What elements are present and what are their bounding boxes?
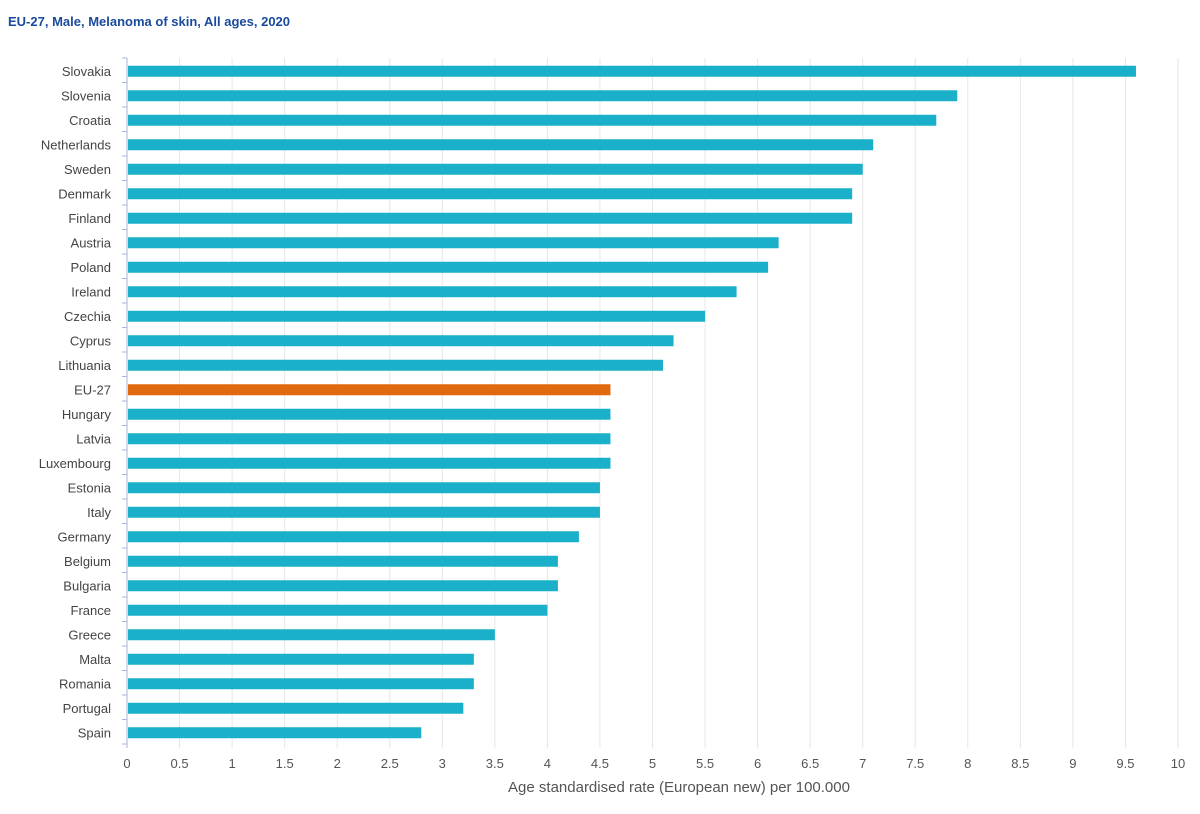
bar xyxy=(128,653,474,665)
category-label: Lithuania xyxy=(58,358,112,373)
category-label: Portugal xyxy=(63,701,112,716)
category-label: Sweden xyxy=(64,162,111,177)
x-tick-label: 4.5 xyxy=(591,756,609,771)
x-tick-label: 2.5 xyxy=(381,756,399,771)
bar xyxy=(128,90,958,102)
x-tick-label: 7 xyxy=(859,756,866,771)
x-tick-label: 2 xyxy=(334,756,341,771)
category-label: Slovakia xyxy=(62,64,112,79)
bar xyxy=(128,261,769,273)
value-axis: 0 0.5 1 1.5 2 2.5 3 3.5 4 4.5 5 5.5 6 6.5 7 7.5 8 8.5 9 9.5… xyxy=(123,756,1185,771)
x-tick-label: 5.5 xyxy=(696,756,714,771)
x-tick-label: 10 xyxy=(1171,756,1185,771)
bar xyxy=(128,506,600,518)
category-label: Belgium xyxy=(64,554,111,569)
bar xyxy=(128,408,611,420)
category-label: Germany xyxy=(58,529,112,544)
x-tick-label: 8 xyxy=(964,756,971,771)
bar xyxy=(128,629,495,641)
category-label: Latvia xyxy=(76,431,111,446)
category-label: Netherlands xyxy=(41,137,112,152)
bar xyxy=(128,555,558,567)
x-tick-label: 9.5 xyxy=(1116,756,1134,771)
x-tick-label: 4 xyxy=(544,756,551,771)
bar xyxy=(128,359,664,371)
category-label: Spain xyxy=(78,725,111,740)
bar xyxy=(128,212,853,224)
category-label: Estonia xyxy=(68,480,112,495)
category-label: Malta xyxy=(79,652,112,667)
x-tick-label: 3 xyxy=(439,756,446,771)
bars xyxy=(128,65,1136,739)
category-label: Ireland xyxy=(71,284,111,299)
category-label: France xyxy=(71,603,111,618)
x-tick-label: 9 xyxy=(1069,756,1076,771)
bar xyxy=(128,482,600,494)
category-label: EU-27 xyxy=(74,382,111,397)
bar xyxy=(128,727,422,739)
category-label: Croatia xyxy=(69,113,112,128)
x-tick-label: 1 xyxy=(228,756,235,771)
x-tick-label: 3.5 xyxy=(486,756,504,771)
bar xyxy=(128,604,548,616)
x-tick-label: 0 xyxy=(123,756,130,771)
x-tick-label: 0.5 xyxy=(171,756,189,771)
category-axis: Slovakia Slovenia Croatia Netherlands Sweden… xyxy=(39,57,128,748)
x-tick-label: 7.5 xyxy=(906,756,924,771)
category-label: Czechia xyxy=(64,309,112,324)
bar xyxy=(128,678,474,690)
category-label: Bulgaria xyxy=(63,578,111,593)
category-label: Austria xyxy=(71,235,112,250)
bar xyxy=(128,139,874,151)
bar xyxy=(128,384,611,396)
bar xyxy=(128,457,611,469)
bar xyxy=(128,163,863,175)
bar xyxy=(128,310,706,322)
x-axis-title: Age standardised rate (European new) per… xyxy=(508,779,850,796)
category-label: Romania xyxy=(59,676,112,691)
bar xyxy=(128,237,779,249)
category-label: Finland xyxy=(68,211,111,226)
bar xyxy=(128,580,558,592)
chart-title: EU-27, Male, Melanoma of skin, All ages,… xyxy=(8,14,291,29)
category-label: Denmark xyxy=(58,186,111,201)
category-label: Luxembourg xyxy=(39,456,111,471)
bar xyxy=(128,433,611,445)
grid-lines xyxy=(179,58,1179,748)
bar xyxy=(128,188,853,200)
bar xyxy=(128,702,464,714)
x-tick-label: 1.5 xyxy=(276,756,294,771)
category-label: Greece xyxy=(68,627,111,642)
bar xyxy=(128,531,579,543)
category-label: Cyprus xyxy=(70,333,112,348)
x-tick-label: 6 xyxy=(754,756,761,771)
category-label: Poland xyxy=(71,260,111,275)
category-label: Hungary xyxy=(62,407,112,422)
x-tick-label: 6.5 xyxy=(801,756,819,771)
x-tick-label: 8.5 xyxy=(1011,756,1029,771)
category-label: Slovenia xyxy=(61,88,112,103)
bar xyxy=(128,114,937,126)
x-tick-label: 5 xyxy=(649,756,656,771)
bar xyxy=(128,286,737,298)
bar xyxy=(128,335,674,347)
category-label: Italy xyxy=(87,505,111,520)
bar xyxy=(128,65,1136,77)
